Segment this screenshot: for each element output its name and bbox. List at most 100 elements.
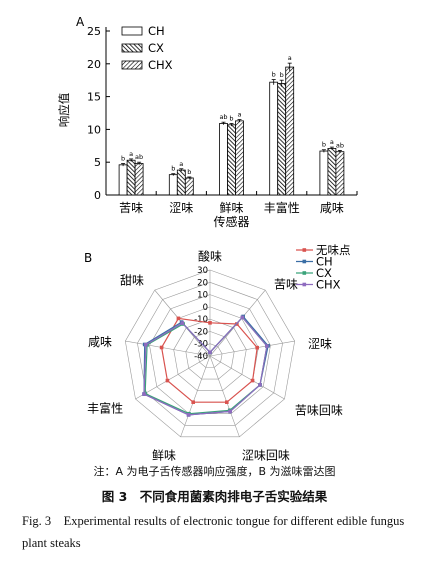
radar-legend-label: CH bbox=[316, 255, 333, 269]
legend-swatch-ch bbox=[121, 26, 143, 36]
radar-tick-label: 30 bbox=[197, 266, 208, 276]
bar-chx bbox=[235, 120, 244, 196]
radar-tick-label: -10 bbox=[194, 315, 208, 325]
radar-tick-label: 10 bbox=[197, 291, 208, 301]
radar-point bbox=[240, 315, 245, 320]
radar-point bbox=[176, 316, 181, 321]
radar-series-0 bbox=[160, 317, 258, 403]
bar-chx bbox=[134, 163, 144, 196]
bar-x-tick-label: 苦味 bbox=[119, 201, 143, 215]
radar-point bbox=[225, 400, 229, 404]
radar-point bbox=[208, 321, 212, 325]
bar-x-axis-label: 传感器 bbox=[213, 214, 249, 229]
significance-letter: ab bbox=[336, 141, 344, 149]
radar-tick-label: 20 bbox=[197, 278, 208, 288]
radar-point bbox=[258, 383, 262, 387]
bar-ch bbox=[168, 174, 178, 196]
radar-point bbox=[165, 378, 170, 383]
radar-axis-label: 苦味回味 bbox=[295, 404, 343, 418]
radar-spoke bbox=[209, 340, 295, 357]
significance-letter: ab bbox=[219, 113, 227, 121]
significance-letter: a bbox=[330, 138, 334, 146]
radar-point bbox=[142, 392, 146, 396]
bar-y-tick-label: 20 bbox=[87, 58, 101, 71]
bar-y-tick-label: 5 bbox=[94, 156, 101, 169]
radar-panel-label: B bbox=[84, 251, 92, 265]
bar-y-tick-label: 10 bbox=[87, 123, 101, 136]
radar-tick-label: -20 bbox=[194, 327, 208, 337]
bar-chx bbox=[184, 177, 194, 196]
radar-point bbox=[265, 344, 269, 348]
bar-ch bbox=[118, 164, 128, 196]
radar-axis-label: 涩味 bbox=[308, 336, 332, 351]
bar-ch bbox=[319, 150, 329, 196]
radar-point bbox=[159, 345, 164, 350]
bar-chx bbox=[285, 66, 295, 196]
radar-grid-ring bbox=[173, 318, 247, 391]
bar-legend: CH CX CHX bbox=[121, 24, 173, 72]
bar-ch bbox=[269, 81, 279, 196]
legend-swatch-cx bbox=[121, 43, 143, 53]
legend-label-ch: CH bbox=[148, 24, 165, 38]
bar-cx bbox=[277, 83, 287, 196]
significance-letter: b bbox=[121, 155, 125, 163]
bar-chx bbox=[335, 151, 345, 196]
radar-axis-label: 苦味 bbox=[274, 277, 298, 291]
bar-y-tick-label: 25 bbox=[87, 25, 101, 38]
figure-title: 图 3 不同食用菌素肉排电子舌实验结果 bbox=[101, 489, 328, 504]
figure-caption-english: Fig. 3 Experimental results of electroni… bbox=[22, 514, 405, 550]
bar-y-tick-label: 15 bbox=[87, 91, 101, 104]
radar-point bbox=[208, 350, 212, 355]
radar-tick-label: -40 bbox=[194, 352, 208, 362]
significance-letter: ab bbox=[135, 153, 143, 161]
radar-point bbox=[186, 413, 191, 417]
radar-axis-label: 咸味 bbox=[88, 335, 112, 349]
bar-cx bbox=[126, 159, 136, 196]
radar-grid-ring bbox=[137, 281, 283, 426]
legend-swatch-chx bbox=[121, 60, 143, 70]
bar-panel-label: A bbox=[76, 15, 85, 29]
radar-point bbox=[228, 409, 232, 414]
legend-label-chx: CHX bbox=[148, 58, 173, 72]
figure-note: 注：A 为电子舌传感器响应强度，B 为滋味雷达图 bbox=[93, 465, 336, 478]
significance-letter: a bbox=[288, 54, 292, 62]
radar-point bbox=[191, 400, 195, 404]
significance-letter: b bbox=[229, 114, 233, 122]
radar-axis-label: 涩味回味 bbox=[242, 448, 290, 463]
radar-tick-label: -30 bbox=[194, 340, 208, 350]
significance-letter: b bbox=[187, 168, 191, 176]
bar-x-tick-label: 涩味 bbox=[169, 200, 193, 215]
radar-spoke bbox=[209, 355, 285, 400]
significance-letter: b bbox=[171, 165, 175, 173]
bar-x-tick-label: 丰富性 bbox=[264, 200, 300, 215]
radar-axis-label: 丰富性 bbox=[87, 401, 123, 416]
radar-legend-marker bbox=[302, 271, 307, 275]
radar-grid-ring bbox=[124, 269, 296, 438]
bar-y-axis-label: 响应值 bbox=[57, 92, 71, 127]
significance-letter: a bbox=[238, 111, 242, 119]
bar-x-tick-label: 鲜味 bbox=[219, 201, 243, 215]
radar-legend-label: CX bbox=[316, 266, 332, 280]
bar-y-tick-label: 0 bbox=[94, 189, 101, 202]
radar-legend-marker bbox=[302, 282, 307, 287]
radar-point bbox=[255, 345, 259, 350]
bar-cx bbox=[227, 124, 236, 196]
bar-ch bbox=[219, 123, 228, 196]
significance-letter: b bbox=[272, 71, 276, 79]
radar-spoke bbox=[135, 355, 211, 400]
radar-legend-marker bbox=[302, 259, 307, 264]
radar-legend-label: 无味点 bbox=[316, 243, 351, 257]
radar-point bbox=[144, 342, 148, 347]
significance-letter: b bbox=[322, 141, 326, 149]
bar-x-tick-label: 咸味 bbox=[320, 201, 344, 215]
radar-spoke bbox=[125, 340, 211, 357]
bar-cx bbox=[327, 148, 337, 196]
radar-legend-marker bbox=[302, 248, 307, 252]
radar-legend-label: CHX bbox=[316, 278, 341, 292]
